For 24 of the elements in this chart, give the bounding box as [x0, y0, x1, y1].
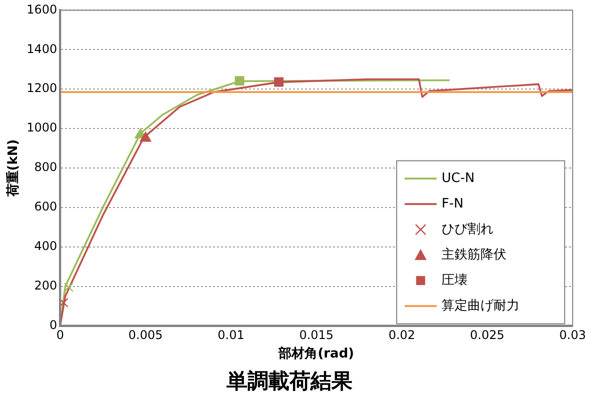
- x-tick-label: 0.02: [388, 328, 416, 342]
- text: 単調載荷結果: [226, 368, 352, 393]
- y-tick-label: 1400: [26, 42, 58, 56]
- y-tick-label: 600: [34, 200, 58, 214]
- y-tick-label: 400: [34, 239, 58, 254]
- y-tick-label: 0: [50, 318, 58, 332]
- legend-label: UC-N: [442, 170, 475, 186]
- y-axis-title: 荷重(kN): [5, 139, 22, 198]
- x-tick-label: 0.03: [559, 328, 586, 342]
- x-axis-title: 部材角(rad): [278, 345, 354, 362]
- legend-label: F-N: [442, 196, 464, 212]
- y-tick-label: 1000: [26, 120, 58, 135]
- x-tick-label: 0.01: [218, 328, 244, 342]
- legend-label: 算定曲げ耐力: [442, 298, 520, 314]
- x-tick-label: 0.015: [299, 328, 334, 342]
- legend-label: 主鉄筋降伏: [442, 246, 507, 262]
- y-tick-label: 800: [34, 160, 58, 174]
- legend-label: ひび割れ: [442, 222, 494, 237]
- legend-label: 圧壊: [442, 272, 468, 288]
- y-tick-label: 1600: [26, 2, 58, 16]
- x-tick-label: 0.005: [128, 328, 163, 342]
- y-tick-label: 1200: [26, 81, 58, 96]
- y-tick-label: 200: [34, 278, 58, 292]
- x-tick-label: 0.025: [470, 328, 504, 342]
